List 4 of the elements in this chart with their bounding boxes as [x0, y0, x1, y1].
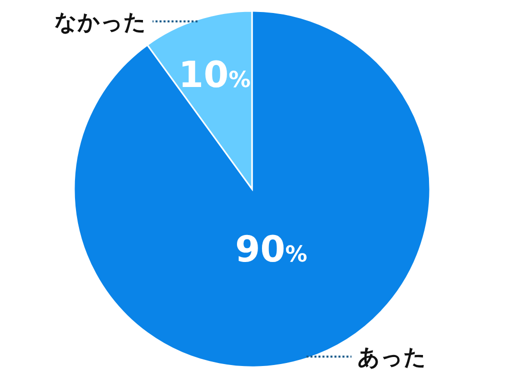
data-label: 10% — [178, 54, 251, 96]
slice-label: あった — [357, 346, 426, 371]
slice-label: なかった — [54, 10, 147, 36]
data-label: 90% — [235, 229, 308, 270]
